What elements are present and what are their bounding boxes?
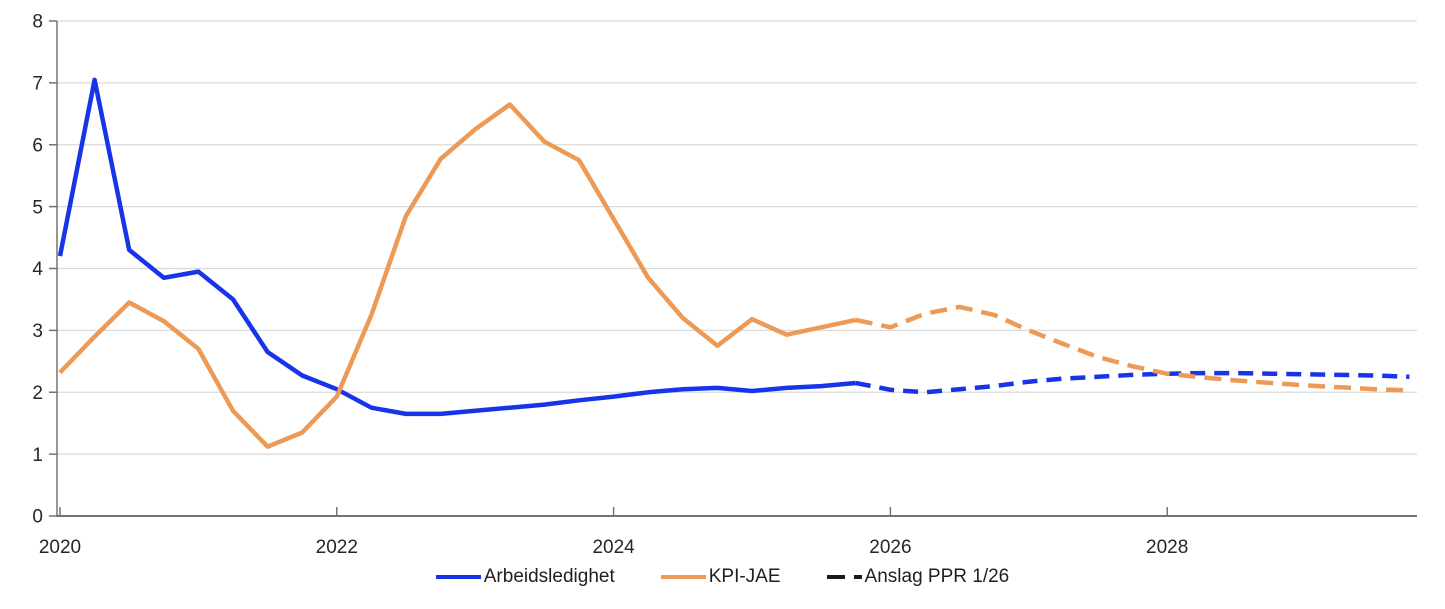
series-projection-kpi-jae bbox=[855, 304, 1410, 393]
y-tick-label-0: 0 bbox=[32, 507, 43, 528]
legend-item-kpi-jae: KPI-JAE bbox=[660, 566, 781, 588]
x-tick-label-2024: 2024 bbox=[592, 537, 635, 558]
x-tick-label-2022: 2022 bbox=[316, 537, 358, 558]
y-tick-label-3: 3 bbox=[32, 321, 43, 342]
series-history-kpi-jae bbox=[58, 102, 857, 449]
chart-legend: Arbeidsledighet KPI-JAE Anslag PPR 1/26 bbox=[0, 566, 1445, 588]
legend-item-arbeidsledighet: Arbeidsledighet bbox=[435, 566, 615, 588]
y-tick-label-6: 6 bbox=[32, 135, 43, 156]
y-tick-label-7: 7 bbox=[32, 74, 43, 95]
x-tick-label-2026: 2026 bbox=[869, 537, 911, 558]
y-tick-label-4: 4 bbox=[32, 259, 43, 280]
legend-dash-anslag-icon bbox=[826, 575, 862, 579]
x-tick-label-2028: 2028 bbox=[1146, 537, 1188, 558]
y-tick-label-1: 1 bbox=[32, 445, 43, 466]
series-projection-arbeidsledighet bbox=[855, 370, 1410, 395]
legend-line-arbeidsledighet bbox=[435, 575, 481, 579]
y-tick-label-2: 2 bbox=[32, 383, 43, 404]
x-tick-label-2020: 2020 bbox=[39, 537, 81, 558]
legend-item-anslag-ppr: Anslag PPR 1/26 bbox=[826, 566, 1010, 588]
legend-label-arbeidsledighet: Arbeidsledighet bbox=[483, 566, 615, 587]
legend-label-anslag-ppr: Anslag PPR 1/26 bbox=[864, 566, 1010, 587]
series-history-arbeidsledighet bbox=[57, 77, 857, 417]
legend-line-kpi-jae bbox=[660, 575, 706, 579]
y-tick-label-5: 5 bbox=[32, 197, 43, 218]
legend-label-kpi-jae: KPI-JAE bbox=[708, 566, 781, 587]
y-tick-label-8: 8 bbox=[32, 12, 43, 33]
